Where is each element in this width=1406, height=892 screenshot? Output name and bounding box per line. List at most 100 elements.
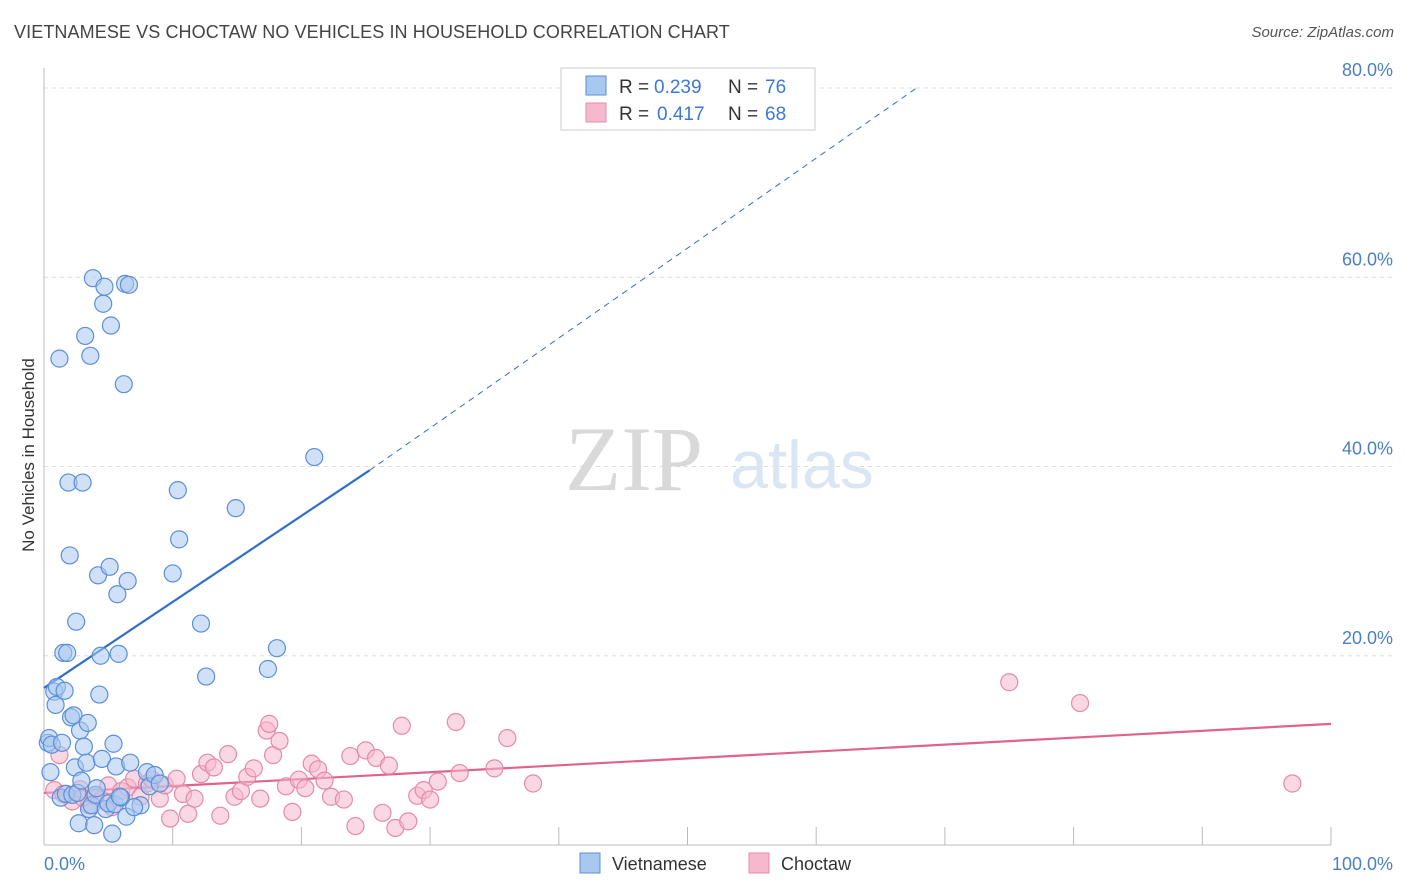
vietnamese-points (38, 269, 324, 843)
y-axis-title: No Vehicles in Household (19, 358, 38, 552)
choctaw-legend-swatch (585, 102, 607, 123)
choctaw-point-62 (523, 774, 543, 793)
choctaw-point-49 (373, 803, 392, 822)
choctaw-point-24 (204, 758, 223, 777)
y-tick-labels: 20.0% 40.0% 60.0% 80.0% (1342, 60, 1393, 648)
watermark-atlas: atlas (730, 427, 874, 503)
vietnamese-point-58 (119, 275, 139, 294)
vietnamese-point-24 (72, 771, 91, 790)
choctaw-point-35 (270, 731, 289, 751)
choctaw-point-46 (346, 816, 365, 836)
vietnamese-point-20 (67, 612, 86, 631)
vietnamese-point-36 (87, 779, 106, 798)
choctaw-n-label: N = (728, 104, 758, 125)
vietnamese-point-64 (170, 530, 189, 549)
vietnamese-point-15 (60, 546, 79, 565)
choctaw-point-18 (167, 769, 186, 788)
vietnamese-point-5 (46, 695, 65, 715)
choctaw-point-64 (1070, 693, 1090, 713)
watermark: ZIP atlas (565, 408, 874, 510)
vietnamese-point-2 (41, 763, 60, 782)
bottom-legend-vietnamese-swatch (579, 852, 601, 874)
vietnamese-point-29 (78, 713, 97, 733)
vietnamese-point-51 (108, 585, 127, 604)
vietnamese-point-22 (69, 814, 88, 833)
choctaw-point-50 (379, 756, 399, 775)
choctaw-points (45, 673, 1302, 838)
vietnamese-point-31 (81, 346, 100, 365)
stats-legend: R = 0.239 N = 76 R = 0.417 N = 68 (560, 67, 816, 131)
choctaw-point-59 (450, 763, 469, 783)
vietnamese-n-value: 76 (765, 77, 786, 98)
vietnamese-point-9 (52, 733, 72, 752)
vietnamese-point-72 (121, 753, 140, 772)
vietnamese-point-34 (85, 816, 104, 835)
vietnamese-point-54 (114, 375, 133, 394)
choctaw-point-53 (399, 812, 418, 831)
vietnamese-n-label: N = (728, 77, 758, 98)
vietnamese-point-25 (73, 473, 92, 492)
choctaw-trend-line (43, 722, 1332, 795)
y-tick-label-3: 80.0% (1342, 60, 1393, 80)
vietnamese-point-11 (55, 681, 74, 700)
x-tick-label-0: 0.0% (44, 854, 85, 874)
choctaw-point-63 (1000, 673, 1019, 692)
choctaw-point-33 (260, 714, 279, 733)
bottom-legend-choctaw-swatch (748, 852, 770, 874)
choctaw-point-25 (211, 806, 230, 825)
vietnamese-point-62 (163, 564, 182, 583)
choctaw-point-21 (185, 789, 204, 808)
vietnamese-point-57 (118, 571, 137, 591)
vietnamese-trend-extension (369, 87, 917, 471)
chart-title: VIETNAMESE VS CHOCTAW NO VEHICLES IN HOU… (14, 22, 730, 42)
vietnamese-point-69 (267, 639, 287, 658)
choctaw-point-37 (283, 802, 302, 821)
vietnamese-point-65 (191, 614, 211, 633)
vietnamese-point-48 (104, 734, 123, 753)
y-tick-label-1: 40.0% (1342, 439, 1393, 459)
grid-lines (44, 87, 1393, 657)
choctaw-n-value: 68 (765, 104, 786, 125)
vietnamese-point-45 (100, 557, 119, 576)
vietnamese-point-63 (168, 481, 187, 500)
vietnamese-r-value: 0.239 (654, 77, 702, 98)
choctaw-r-label: R = (619, 104, 649, 125)
choctaw-r-value: 0.417 (657, 104, 705, 125)
vietnamese-point-42 (95, 277, 114, 296)
vietnamese-point-68 (258, 659, 278, 679)
choctaw-point-61 (498, 728, 517, 748)
y-tick-label-2: 60.0% (1342, 249, 1393, 269)
choctaw-point-56 (421, 790, 440, 809)
vietnamese-point-27 (76, 326, 95, 346)
bottom-legend-vietnamese-label: Vietnamese (612, 854, 707, 874)
choctaw-point-39 (296, 779, 315, 798)
vietnamese-point-38 (90, 685, 109, 704)
vietnamese-point-66 (197, 667, 216, 686)
vietnamese-point-41 (94, 294, 113, 313)
vietnamese-point-7 (50, 349, 69, 368)
choctaw-point-60 (485, 759, 504, 778)
vietnamese-r-label: R = (619, 77, 649, 98)
choctaw-point-17 (161, 809, 180, 828)
vietnamese-point-13 (58, 643, 77, 663)
vietnamese-point-47 (103, 824, 122, 843)
y-tick-label-0: 20.0% (1342, 628, 1393, 648)
vietnamese-point-39 (91, 646, 110, 665)
series-legend: Vietnamese Choctaw (579, 852, 852, 874)
choctaw-point-44 (334, 790, 353, 809)
vietnamese-point-26 (74, 737, 93, 756)
watermark-zip: ZIP (565, 408, 703, 510)
choctaw-point-52 (392, 716, 411, 735)
vietnamese-point-73 (150, 774, 169, 793)
vietnamese-point-18 (64, 706, 83, 725)
vietnamese-point-75 (124, 798, 144, 817)
vietnamese-point-70 (305, 447, 324, 467)
choctaw-point-20 (179, 804, 198, 823)
vietnamese-point-74 (110, 787, 130, 806)
vietnamese-point-52 (109, 644, 128, 663)
choctaw-point-65 (1283, 774, 1302, 793)
chart-source: Source: ZipAtlas.com (1251, 24, 1394, 41)
choctaw-point-45 (341, 746, 360, 766)
choctaw-point-26 (218, 745, 238, 764)
